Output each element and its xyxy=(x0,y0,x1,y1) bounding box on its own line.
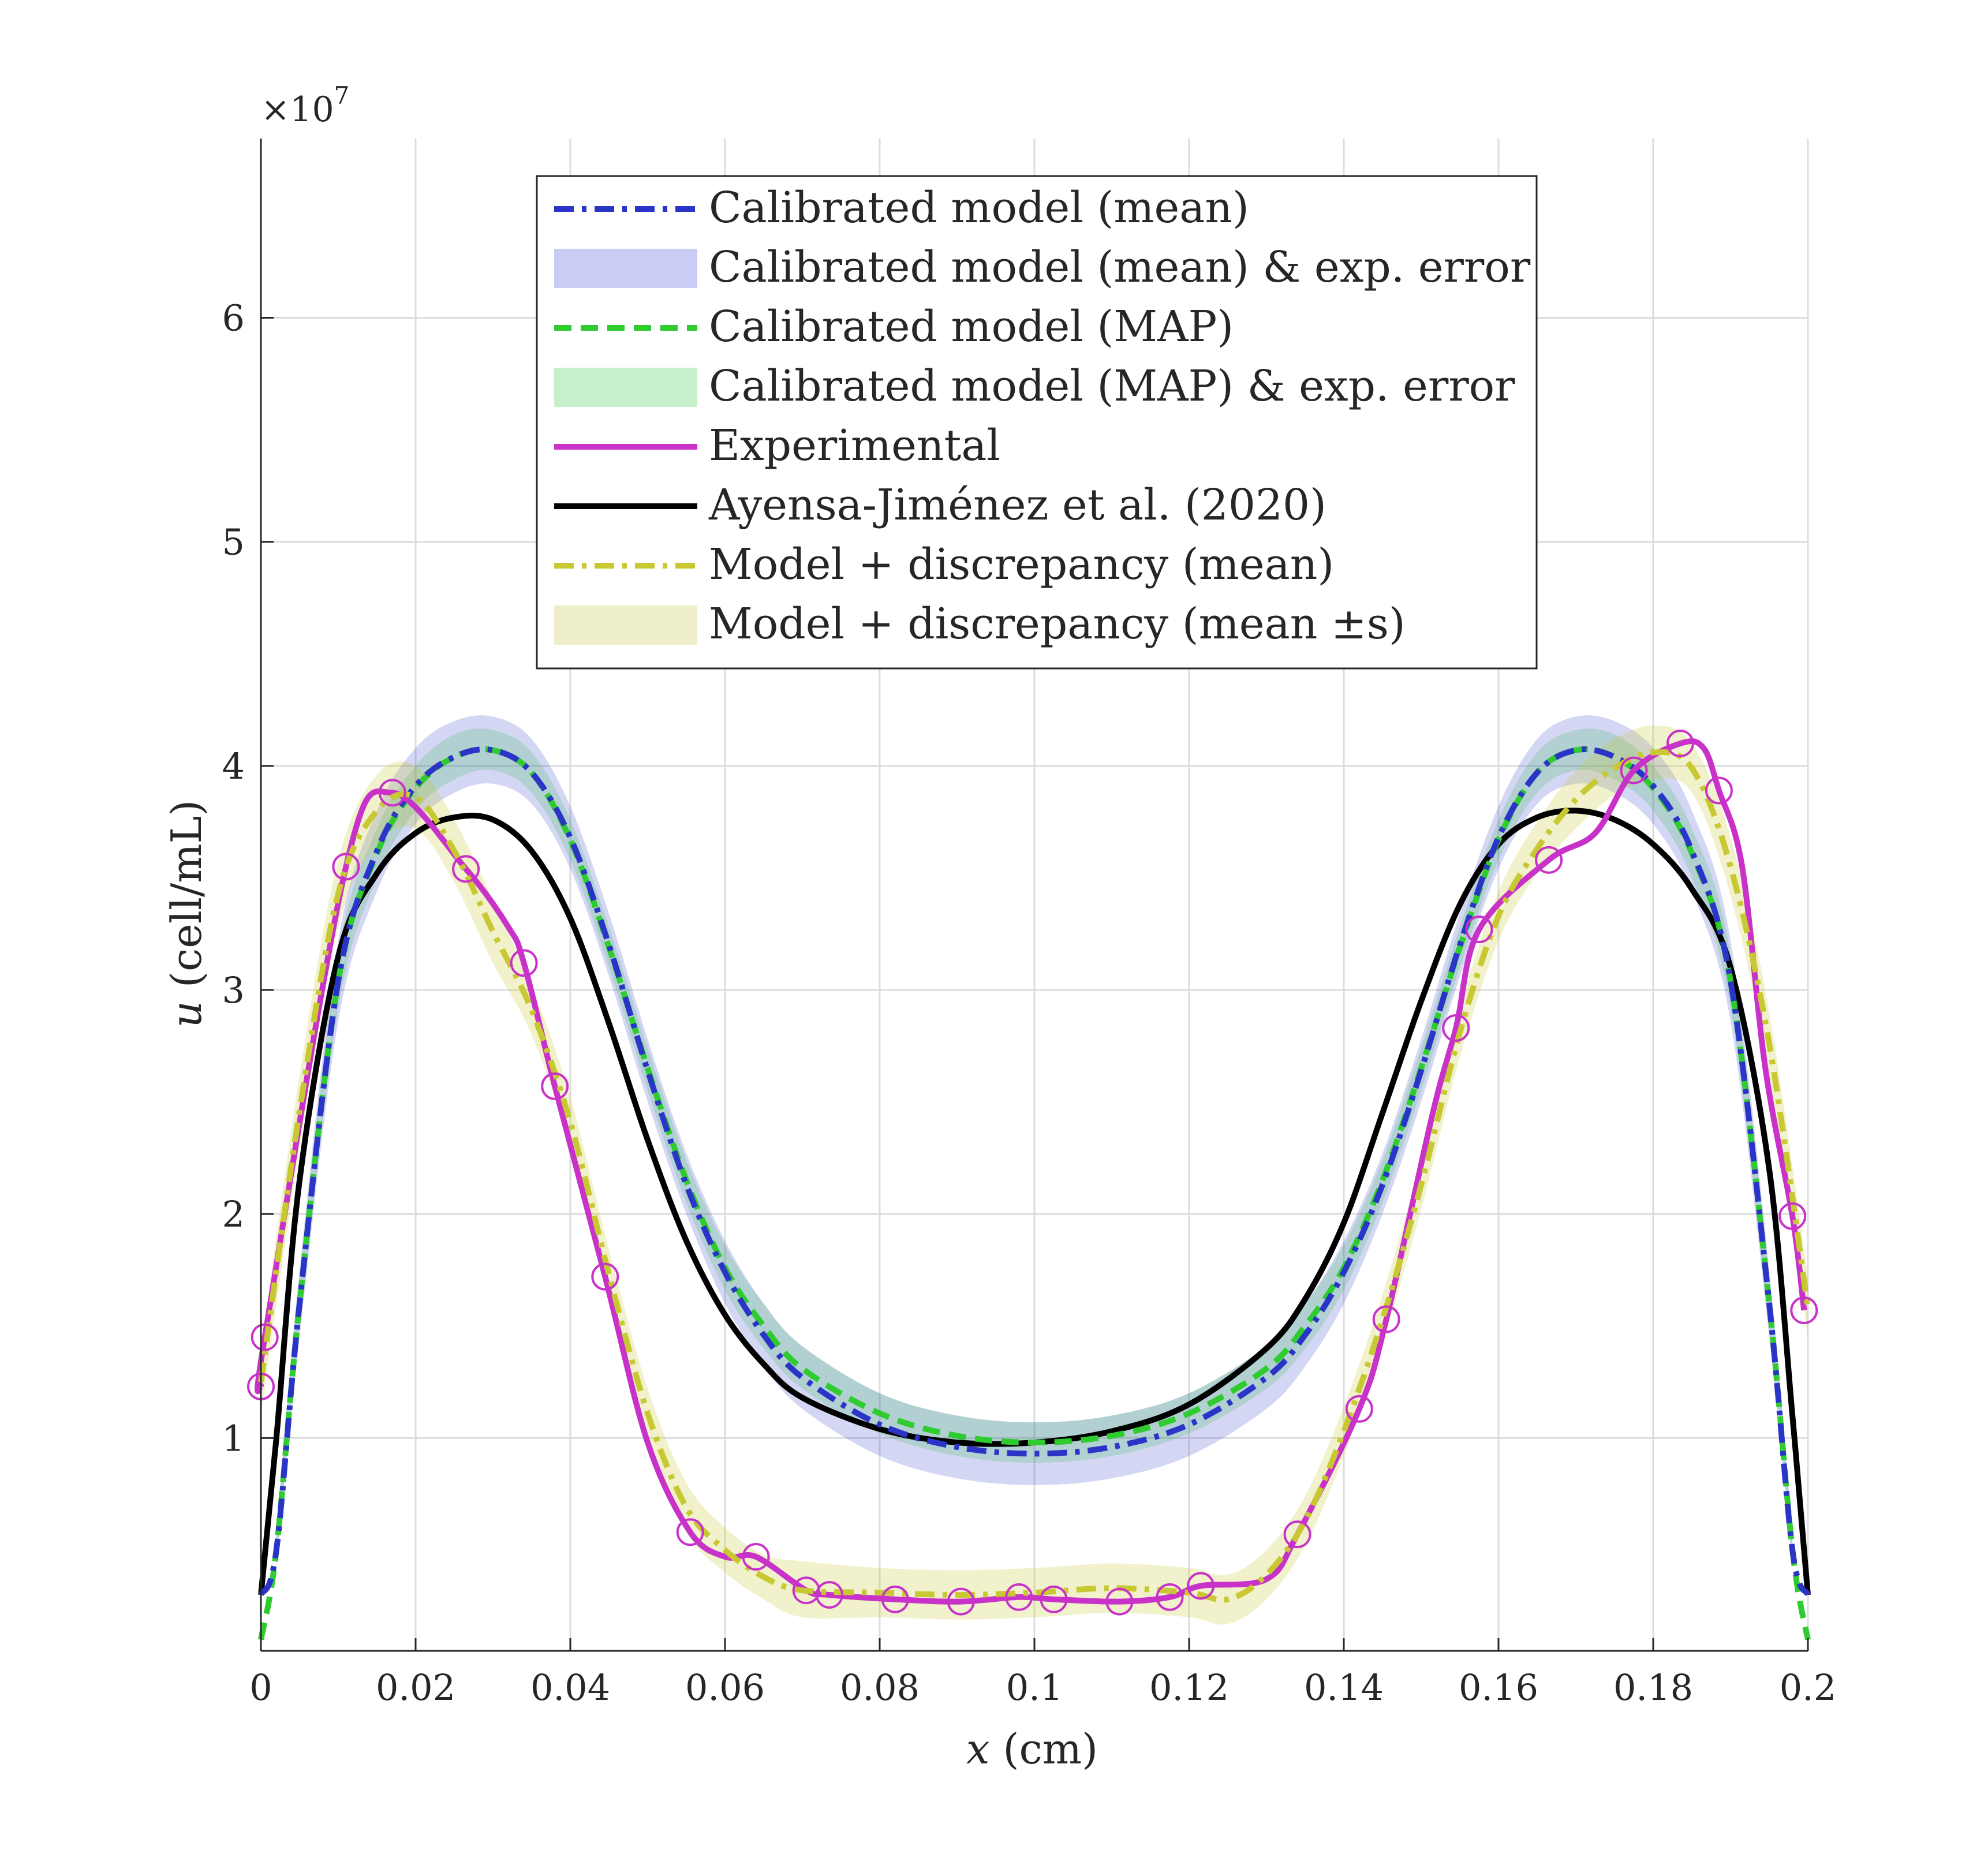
legend-box xyxy=(536,175,1538,670)
x-tick-label-10: 0.2 xyxy=(1780,1666,1837,1709)
experimental-marker-20 xyxy=(1345,1395,1373,1423)
band-1 xyxy=(276,715,1793,1568)
y-tick-label-5: 6 xyxy=(222,297,245,339)
y-exponent-label: ×107 xyxy=(261,81,349,130)
experimental-marker-28 xyxy=(1778,1202,1807,1230)
x-tick-label-2: 0.04 xyxy=(530,1666,610,1709)
x-tick-label-7: 0.14 xyxy=(1304,1666,1384,1709)
legend-label-calibrated-map-error: Calibrated model (MAP) & exp. error xyxy=(709,361,1515,411)
x-axis-label: x (cm) xyxy=(966,1725,1098,1773)
experimental-marker-17 xyxy=(1156,1583,1184,1611)
legend-swatch-1 xyxy=(554,249,697,288)
legend-label-calibrated-mean-error: Calibrated model (mean) & exp. error xyxy=(709,242,1531,292)
experimental-marker-25 xyxy=(1620,756,1648,784)
legend-swatch-7 xyxy=(554,606,697,645)
experimental-marker-22 xyxy=(1442,1014,1470,1042)
experimental-marker-3 xyxy=(378,779,406,807)
series-line-5 xyxy=(258,746,1811,1597)
experimental-marker-1 xyxy=(251,1323,279,1351)
experimental-markers xyxy=(247,730,1818,1616)
experimental-marker-11 xyxy=(815,1580,843,1609)
x-tick-label-5: 0.1 xyxy=(1006,1666,1063,1709)
y-tick-label-1: 2 xyxy=(222,1193,245,1235)
x-tick-label-3: 0.06 xyxy=(685,1666,765,1709)
experimental-marker-23 xyxy=(1465,915,1493,944)
experimental-marker-15 xyxy=(1040,1585,1068,1613)
experimental-marker-12 xyxy=(881,1585,909,1613)
legend-label-calibrated-mean: Calibrated model (mean) xyxy=(709,183,1249,233)
experimental-marker-9 xyxy=(742,1542,770,1571)
experimental-marker-4 xyxy=(452,855,480,883)
legend-label-discrepancy-band: Model + discrepancy (mean ±s) xyxy=(709,599,1406,649)
tick-labels: 0 0.02 0.04 0.06 0.08 0.1 0.12 0.14 0.16 0.18 0.2 1… xyxy=(222,297,1837,1709)
x-tick-label-0: 0 xyxy=(249,1666,272,1709)
legend: Calibrated model (mean) Calibrated model… xyxy=(536,175,1538,670)
x-tick-label-4: 0.08 xyxy=(840,1666,920,1709)
experimental-marker-26 xyxy=(1666,730,1694,757)
x-tick-label-9: 0.18 xyxy=(1613,1666,1693,1709)
experimental-marker-16 xyxy=(1105,1587,1134,1616)
legend-swatch-3 xyxy=(554,368,697,407)
series-line-7 xyxy=(258,749,1811,1603)
legend-label-calibrated-map: Calibrated model (MAP) xyxy=(709,302,1234,352)
uncertainty-bands xyxy=(261,715,1808,1625)
y-tick-label-0: 1 xyxy=(222,1417,245,1459)
experimental-marker-21 xyxy=(1372,1305,1400,1333)
y-tick-label-3: 4 xyxy=(222,745,245,787)
experimental-marker-24 xyxy=(1535,846,1563,874)
experimental-marker-18 xyxy=(1187,1572,1215,1600)
legend-label-discrepancy-mean: Model + discrepancy (mean) xyxy=(709,540,1334,589)
y-exponent-power: 7 xyxy=(334,81,350,110)
legend-swatches xyxy=(554,206,697,645)
experimental-marker-5 xyxy=(510,949,538,977)
band-2 xyxy=(261,725,1808,1625)
legend-label-ayensa-jimenez: Ayensa-Jiménez et al. (2020) xyxy=(708,480,1326,530)
y-tick-label-4: 5 xyxy=(222,521,245,563)
experimental-marker-27 xyxy=(1705,776,1733,805)
experimental-marker-13 xyxy=(947,1587,975,1616)
experimental-marker-2 xyxy=(332,853,360,881)
x-tick-label-1: 0.02 xyxy=(376,1666,455,1709)
experimental-marker-19 xyxy=(1283,1520,1311,1549)
legend-label-experimental: Experimental xyxy=(709,421,1000,470)
experimental-marker-29 xyxy=(1790,1296,1818,1325)
experimental-marker-10 xyxy=(792,1576,820,1605)
x-tick-label-8: 0.16 xyxy=(1459,1666,1538,1709)
x-tick-label-6: 0.12 xyxy=(1149,1666,1229,1709)
y-axis-label: u (cell/mL) xyxy=(162,800,211,1028)
series-lines xyxy=(255,738,1811,1640)
axes xyxy=(260,139,1809,1652)
experimental-marker-8 xyxy=(676,1518,704,1546)
experimental-marker-14 xyxy=(1005,1583,1033,1611)
experimental-marker-7 xyxy=(591,1262,619,1291)
y-tick-label-2: 3 xyxy=(222,969,245,1011)
experimental-marker-6 xyxy=(541,1072,569,1100)
